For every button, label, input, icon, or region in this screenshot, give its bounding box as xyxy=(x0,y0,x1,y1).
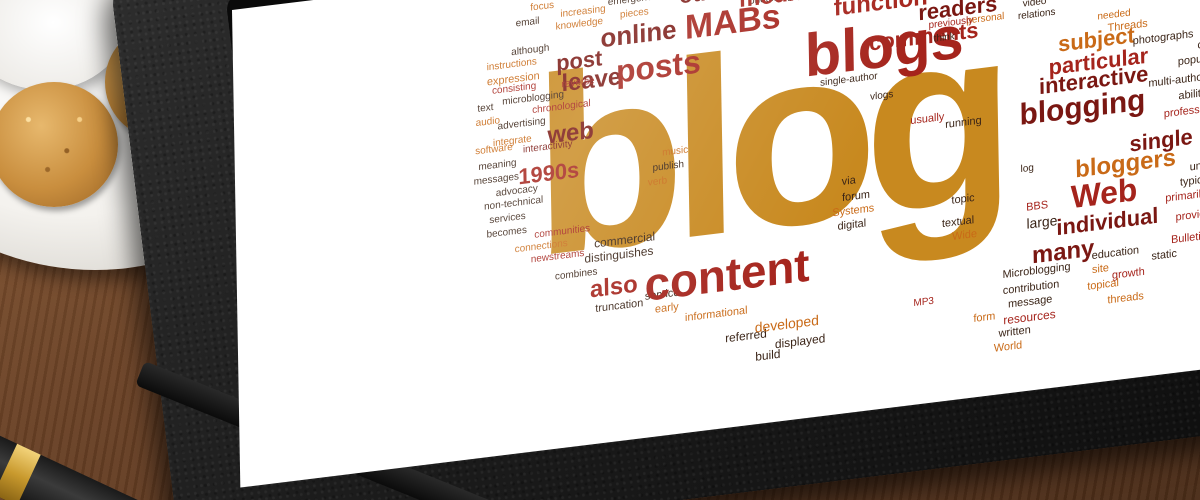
word-informational: informational xyxy=(684,304,748,325)
word-primarily: primarily xyxy=(1165,187,1200,205)
word-emergence: emergence xyxy=(608,0,658,8)
word-static: static xyxy=(1151,247,1178,263)
word-focus: focus xyxy=(530,0,555,14)
word-education: education xyxy=(1091,244,1140,263)
word-meaning: meaning xyxy=(478,157,517,174)
word-site: site xyxy=(1091,262,1110,277)
word-form: form xyxy=(973,310,996,325)
word-developed: developed xyxy=(754,311,820,336)
word-topical: topical xyxy=(1087,276,1119,293)
cookie xyxy=(0,82,118,207)
word-provide: provide xyxy=(1175,207,1200,224)
word-written: written xyxy=(998,324,1031,341)
word-log: log xyxy=(1020,162,1034,176)
word-bulletin: Bulletin xyxy=(1170,229,1200,247)
word-becomes: becomes xyxy=(486,224,527,241)
word-universities: universities xyxy=(1189,154,1200,174)
word-text: text xyxy=(477,101,494,115)
word-via: via xyxy=(841,174,856,189)
word-typically: typically xyxy=(1179,171,1200,189)
word-professionally: professionally xyxy=(1163,99,1200,121)
pen-gold-ring xyxy=(0,443,41,500)
word-audio: audio xyxy=(475,115,501,130)
word-relations: relations xyxy=(1017,6,1056,23)
word-software: software xyxy=(475,141,513,158)
word-build: build xyxy=(755,346,781,364)
word-multi-author: multi-author xyxy=(1148,70,1200,90)
word-displayed: displayed xyxy=(774,331,826,352)
word-large: large xyxy=(1026,211,1058,232)
word-microblogging: Microblogging xyxy=(1002,260,1071,282)
word-threads: threads xyxy=(1107,289,1144,307)
word-photographs: photographs xyxy=(1132,27,1194,48)
word-ability: ability xyxy=(1178,86,1200,103)
word-bbs: BBS xyxy=(1026,198,1049,214)
word-web: web xyxy=(547,116,595,150)
word-single: single xyxy=(1129,123,1193,157)
word-popularity: popularity xyxy=(1177,50,1200,69)
word-world: World xyxy=(993,339,1023,355)
word-mp3: MP3 xyxy=(913,295,935,310)
word-services: services xyxy=(489,210,526,227)
